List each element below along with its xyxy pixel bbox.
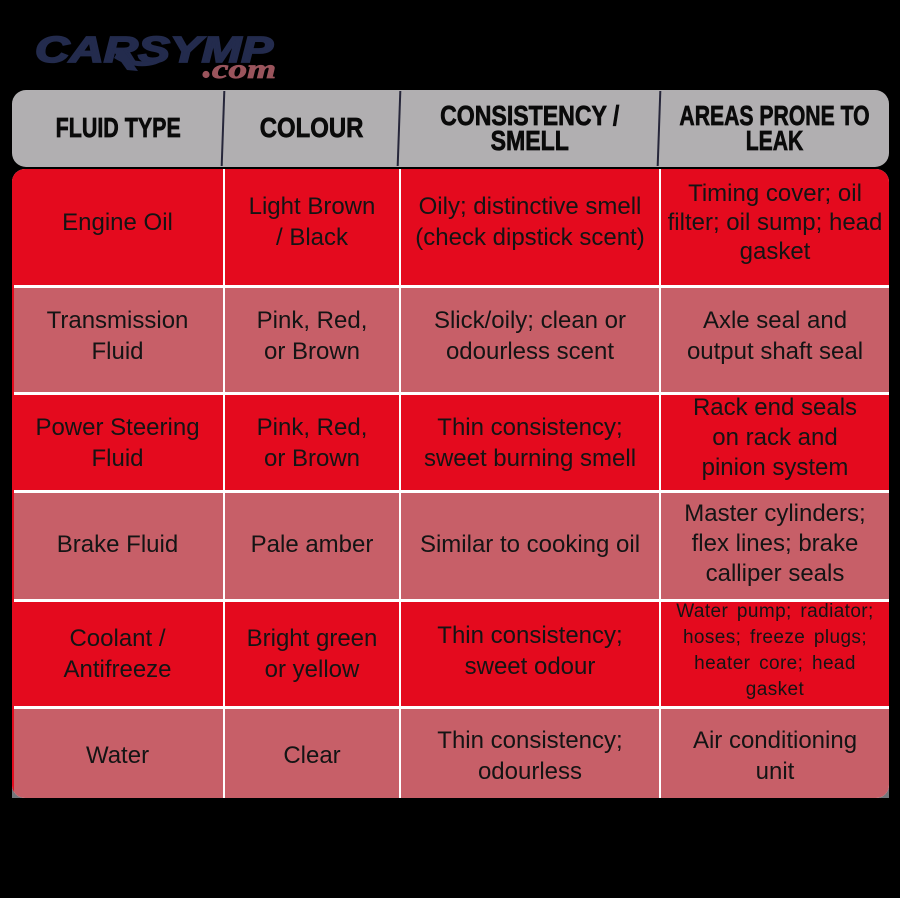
- svg-text:CARSYMP: CARSYMP: [35, 29, 274, 70]
- svg-text:com: com: [212, 53, 276, 84]
